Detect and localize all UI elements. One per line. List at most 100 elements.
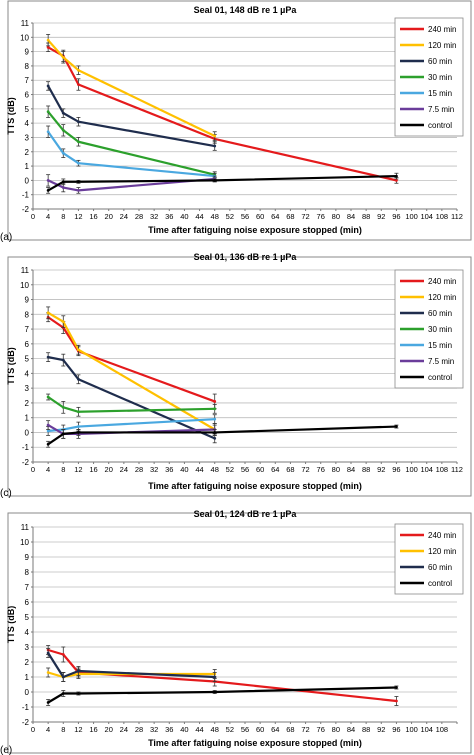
x-tick-label: 100 (405, 212, 418, 221)
x-tick-label: 52 (226, 725, 234, 734)
legend: 240 min 120 min 60 min 30 min 15 min 7.5 min c… (394, 269, 464, 389)
y-axis-label: TTS (dB) (6, 347, 16, 385)
x-tick-label: 68 (286, 465, 294, 474)
series-60-min (46, 648, 217, 682)
y-tick-label: 0 (25, 428, 30, 437)
x-tick-label: 72 (301, 725, 309, 734)
x-tick-label: 104 (420, 212, 433, 221)
data-point (213, 431, 217, 434)
legend-label: 7.5 min (428, 357, 454, 366)
data-point (46, 311, 50, 315)
x-tick-label: 0 (31, 212, 35, 221)
data-point (46, 110, 50, 114)
x-tick-label: 48 (211, 465, 219, 474)
y-tick-label: 4 (25, 369, 30, 378)
y-tick-label: 8 (25, 310, 30, 319)
x-tick-label: 60 (256, 465, 264, 474)
data-point (61, 432, 65, 436)
x-tick-label: 36 (165, 725, 173, 734)
y-tick-label: 0 (25, 176, 30, 185)
x-tick-label: 52 (226, 465, 234, 474)
data-point (213, 690, 217, 694)
legend-label: 30 min (428, 325, 452, 334)
x-tick-label: 56 (241, 465, 249, 474)
panel-frame (7, 0, 472, 241)
x-axis-label: Time after fatiguing noise exposure stop… (148, 738, 362, 748)
x-tick-label: 72 (301, 212, 309, 221)
data-point (61, 186, 65, 189)
data-point (395, 178, 398, 182)
x-tick-label: 16 (89, 725, 97, 734)
x-tick-label: 20 (105, 725, 113, 734)
legend-label: 240 min (428, 531, 456, 540)
legend-label: 30 min (428, 73, 452, 82)
series-line (47, 177, 215, 192)
data-point (46, 651, 50, 655)
x-tick-label: 80 (332, 725, 340, 734)
data-point (213, 407, 217, 411)
y-tick-label: 3 (25, 384, 30, 393)
x-tick-label: 0 (31, 725, 35, 734)
y-tick-label: 8 (25, 568, 30, 577)
x-tick-label: 72 (301, 465, 309, 474)
data-point (77, 669, 80, 673)
data-point (46, 395, 50, 399)
y-tick-label: 1 (25, 673, 30, 682)
series-60-min (46, 352, 217, 444)
panel-frame (7, 512, 472, 754)
y-tick-label: 7 (25, 76, 30, 85)
x-tick-label: 96 (392, 212, 400, 221)
data-point (61, 128, 65, 132)
x-tick-label: 68 (286, 725, 294, 734)
series-line (47, 356, 216, 440)
series-120-min (46, 34, 217, 141)
x-tick-label: 44 (195, 212, 203, 221)
x-axis-label: Time after fatiguing noise exposure stop… (148, 225, 362, 235)
y-tick-label: 5 (25, 613, 30, 622)
legend-label: 15 min (428, 89, 452, 98)
series-line (47, 311, 216, 431)
y-tick-label: 8 (25, 62, 30, 71)
y-tick-label: 7 (25, 325, 30, 334)
x-tick-label: 108 (436, 725, 449, 734)
data-point (46, 701, 50, 704)
x-tick-label: 32 (150, 465, 158, 474)
data-point (61, 180, 65, 184)
y-tick-label: -2 (22, 458, 30, 467)
data-point (77, 68, 80, 72)
series-line (47, 111, 215, 176)
x-tick-label: 20 (105, 212, 113, 221)
y-tick-label: 1 (25, 414, 30, 423)
data-point (77, 180, 80, 184)
panel-frame (7, 256, 472, 497)
y-tick-label: 6 (25, 598, 30, 607)
x-tick-label: 56 (241, 725, 249, 734)
data-point (46, 442, 50, 446)
x-tick-label: 88 (362, 465, 370, 474)
x-tick-label: 40 (180, 212, 188, 221)
chart-title: Seal 01, 148 dB re 1 µPa (194, 5, 298, 15)
x-tick-label: 56 (241, 212, 249, 221)
x-tick-label: 28 (135, 212, 143, 221)
y-tick-label: 3 (25, 643, 30, 652)
y-axis-label: TTS (dB) (6, 97, 16, 135)
y-tick-label: 4 (25, 119, 30, 128)
x-axis-label: Time after fatiguing noise exposure stop… (148, 481, 362, 491)
y-tick-label: 2 (25, 399, 30, 408)
y-tick-label: 2 (25, 658, 30, 667)
chart-title: Seal 01, 136 dB re 1 µPa (194, 252, 298, 262)
x-tick-label: 52 (226, 212, 234, 221)
legend-label: control (428, 121, 452, 130)
x-tick-label: 24 (120, 725, 128, 734)
data-point (77, 431, 80, 434)
x-tick-label: 92 (377, 212, 385, 221)
data-point (213, 144, 217, 148)
panel-label: (c) (0, 488, 12, 499)
x-tick-label: 28 (135, 465, 143, 474)
x-tick-label: 88 (362, 212, 370, 221)
x-tick-label: 68 (286, 212, 294, 221)
x-tick-label: 0 (31, 465, 35, 474)
x-tick-label: 60 (256, 212, 264, 221)
legend-label: 60 min (428, 309, 452, 318)
